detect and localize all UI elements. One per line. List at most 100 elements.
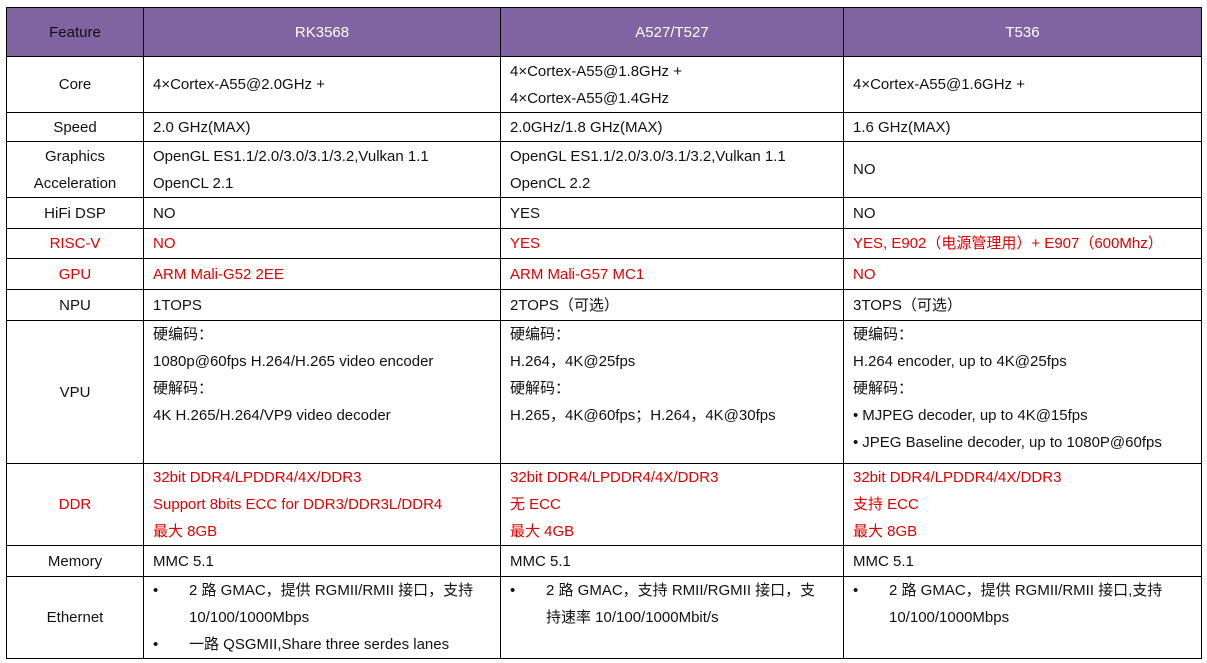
table-row: RISC-V NO YES YES, E902（电源管理用）+ E907（600Mhz… (6, 228, 1202, 259)
feature-label: DDR (58, 496, 92, 513)
value-cell: MMC 5.1 (143, 545, 501, 577)
value-line: OpenGL ES1.1/2.0/3.0/3.1/3.2,Vulkan 1.1 (510, 147, 786, 165)
value-cell: OpenGL ES1.1/2.0/3.0/3.1/3.2,Vulkan 1.1 O… (500, 141, 844, 198)
feature-cell: Speed (6, 112, 144, 142)
value-cell: 2TOPS（可选） (500, 289, 844, 321)
value-cell: • 2 路 GMAC，支持 RMII/RGMII 接口，支 持速率 10/100/1… (500, 576, 844, 659)
feature-cell: Core (6, 56, 144, 113)
value-line: Support 8bits ECC for DDR3/DDR3L/DDR4 (153, 496, 443, 513)
value-line: H.265，4K@60fps；H.264，4K@30fps (510, 407, 776, 424)
value-line: ARM Mali-G57 MC1 (510, 265, 645, 283)
value-line: 硬解码： (510, 380, 571, 397)
value-line: 最大 8GB (853, 523, 918, 540)
value-cell: MMC 5.1 (843, 545, 1202, 577)
header-a527-t527: A527/T527 (500, 7, 844, 57)
bullet-continuation: 10/100/1000Mbps (189, 609, 310, 626)
value-line: YES (510, 204, 541, 222)
value-line: 4×Cortex-A55@2.0GHz + (153, 76, 325, 93)
value-line: H.264，4K@25fps (510, 353, 636, 370)
value-cell: 1.6 GHz(MAX) (843, 112, 1202, 142)
table-row: VPU 硬编码： 1080p@60fps H.264/H.265 video enc… (6, 320, 1202, 464)
value-line: 2.0 GHz(MAX) (153, 118, 251, 136)
value-line: OpenGL ES1.1/2.0/3.0/3.1/3.2,Vulkan 1.1 (153, 147, 429, 165)
bullet-item: • JPEG Baseline decoder, up to 1080P@60fp… (853, 429, 1192, 456)
value-line: 硬解码： (853, 380, 914, 397)
bullet-item: • MJPEG decoder, up to 4K@15fps (853, 402, 1192, 429)
table-row: DDR 32bit DDR4/LPDDR4/4X/DDR3 Support 8bit… (6, 463, 1202, 546)
value-line: NO (853, 265, 876, 283)
value-line: YES, E902（电源管理用）+ E907（600Mhz） (853, 235, 1163, 252)
feature-cell: DDR (6, 463, 144, 546)
feature-label: Core (58, 76, 92, 93)
value-line: 32bit DDR4/LPDDR4/4X/DDR3 (510, 469, 719, 486)
value-line: 硬解码： (153, 380, 214, 397)
feature-cell: VPU (6, 320, 144, 464)
feature-cell: NPU (6, 289, 144, 321)
value-cell: 2.0 GHz(MAX) (143, 112, 501, 142)
value-cell: MMC 5.1 (500, 545, 844, 577)
value-cell: 硬编码： H.264，4K@25fps 硬解码： H.265，4K@60fps；H.2… (500, 320, 844, 464)
feature-label: VPU (59, 383, 91, 401)
bullet-item: • 2 路 GMAC，提供 RGMII/RMII 接口，支持 (153, 577, 491, 604)
value-cell: ARM Mali-G52 2EE (143, 258, 501, 290)
value-line: MMC 5.1 (153, 552, 214, 570)
value-line: 1080p@60fps H.264/H.265 video encoder (153, 353, 434, 370)
value-cell: YES (500, 228, 844, 259)
value-cell: 32bit DDR4/LPDDR4/4X/DDR3 Support 8bits E… (143, 463, 501, 546)
value-cell: 硬编码： 1080p@60fps H.264/H.265 video encode… (143, 320, 501, 464)
feature-label: HiFi DSP (44, 204, 106, 222)
bullet-icon: • (853, 582, 859, 599)
value-line: ARM Mali-G52 2EE (153, 265, 284, 283)
feature-cell: RISC-V (6, 228, 144, 259)
value-line: 4K H.265/H.264/VP9 video decoder (153, 407, 391, 424)
value-line: H.264 encoder, up to 4K@25fps (853, 353, 1067, 370)
value-cell: 4×Cortex-A55@2.0GHz + (143, 56, 501, 113)
value-line: 2.0GHz/1.8 GHz(MAX) (510, 118, 663, 136)
feature-label: Memory (47, 552, 103, 570)
table-row: Speed 2.0 GHz(MAX) 2.0GHz/1.8 GHz(MAX) 1.6 … (6, 112, 1202, 142)
feature-cell: GPU (6, 258, 144, 290)
bullet-continuation: 10/100/1000Mbps (889, 609, 1010, 626)
value-line: 1.6 GHz(MAX) (853, 118, 951, 136)
value-line: NO (153, 204, 176, 222)
value-cell: NO (143, 228, 501, 259)
value-cell: NO (843, 141, 1202, 198)
feature-label: RISC-V (49, 235, 101, 252)
value-line: 4×Cortex-A55@1.8GHz + (510, 62, 682, 80)
feature-label: Ethernet (46, 609, 104, 626)
header-t536: T536 (843, 7, 1202, 57)
value-line: 32bit DDR4/LPDDR4/4X/DDR3 (853, 469, 1062, 486)
table-row: Memory MMC 5.1 MMC 5.1 MMC 5.1 (6, 545, 1202, 577)
table-row: Ethernet • 2 路 GMAC，提供 RGMII/RMII 接口，支持 10/… (6, 576, 1202, 659)
value-line: 4×Cortex-A55@1.4GHz (510, 89, 670, 107)
value-line: 2TOPS（可选） (510, 296, 619, 314)
value-cell: 4×Cortex-A55@1.8GHz + 4×Cortex-A55@1.4GHz (500, 56, 844, 113)
value-line: 无 ECC (510, 496, 561, 513)
bullet-text: MJPEG decoder, up to 4K@15fps (862, 407, 1088, 424)
value-line: NO (853, 204, 876, 222)
value-line: 32bit DDR4/LPDDR4/4X/DDR3 (153, 469, 362, 486)
value-line: 最大 4GB (510, 523, 575, 540)
feature-label: GPU (58, 265, 92, 283)
feature-cell: HiFi DSP (6, 197, 144, 229)
table-body: Core 4×Cortex-A55@2.0GHz + 4×Cortex-A55@1.… (6, 56, 1202, 659)
spec-comparison-table: Feature RK3568 A527/T527 T536 Core 4×Cort… (6, 7, 1202, 659)
table-row: Graphics Acceleration OpenGL ES1.1/2.0/3.0… (6, 141, 1202, 198)
value-cell: • 2 路 GMAC，提供 RGMII/RMII 接口，支持 10/100/1000… (143, 576, 501, 659)
bullet-continuation: 持速率 10/100/1000Mbit/s (546, 609, 719, 626)
value-cell: • 2 路 GMAC，提供 RGMII/RMII 接口,支持 10/100/1000… (843, 576, 1202, 659)
value-cell: 1TOPS (143, 289, 501, 321)
value-cell: 3TOPS（可选） (843, 289, 1202, 321)
value-line: YES (510, 235, 541, 252)
value-line: MMC 5.1 (853, 552, 914, 570)
feature-label: NPU (59, 296, 91, 314)
value-cell: NO (843, 258, 1202, 290)
value-cell: YES, E902（电源管理用）+ E907（600Mhz） (843, 228, 1202, 259)
header-row: Feature RK3568 A527/T527 T536 (6, 7, 1202, 57)
value-cell: 2.0GHz/1.8 GHz(MAX) (500, 112, 844, 142)
bullet-icon: • (853, 434, 859, 451)
feature-cell: Memory (6, 545, 144, 577)
value-line: MMC 5.1 (510, 552, 571, 570)
value-line: 硬编码： (510, 326, 571, 343)
value-cell: 32bit DDR4/LPDDR4/4X/DDR3 无 ECC 最大 4GB (500, 463, 844, 546)
